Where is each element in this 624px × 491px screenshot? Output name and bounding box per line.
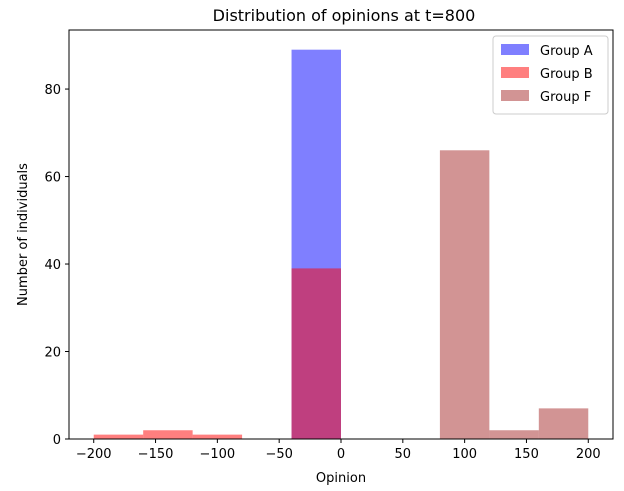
legend-swatch bbox=[501, 44, 529, 55]
x-axis-ticks: −200 −150 −100 −50 0 50 100 150 200 bbox=[76, 439, 601, 462]
chart-title: Distribution of opinions at t=800 bbox=[213, 6, 476, 25]
y-tick-label: 20 bbox=[44, 346, 61, 361]
x-tick-label: 50 bbox=[395, 447, 412, 462]
y-axis-ticks: 0 20 40 60 80 bbox=[44, 83, 69, 448]
x-tick-label: 0 bbox=[337, 447, 345, 462]
x-tick-label: −200 bbox=[76, 447, 112, 462]
x-tick-label: −150 bbox=[138, 447, 174, 462]
bar-group-b-0 bbox=[93, 434, 144, 439]
x-tick-label: 150 bbox=[514, 447, 539, 462]
legend-swatch bbox=[501, 90, 529, 101]
legend-label: Group F bbox=[540, 90, 591, 105]
y-tick-label: 40 bbox=[44, 258, 61, 273]
bar-group-f-2 bbox=[538, 408, 589, 439]
bar-group-b-1 bbox=[143, 430, 193, 439]
legend-swatch bbox=[501, 67, 529, 78]
bars-layer bbox=[93, 49, 589, 440]
y-tick-label: 80 bbox=[44, 83, 61, 98]
x-tick-label: 200 bbox=[576, 447, 601, 462]
legend-label: Group B bbox=[540, 67, 593, 82]
bar-group-f-1 bbox=[489, 430, 539, 439]
legend-label: Group A bbox=[540, 44, 593, 59]
bar-group-f-0 bbox=[439, 150, 490, 439]
legend: Group A Group B Group F bbox=[492, 35, 609, 115]
x-tick-label: −100 bbox=[200, 447, 236, 462]
y-tick-label: 60 bbox=[44, 171, 61, 186]
bar-group-b-2 bbox=[192, 434, 243, 439]
y-axis-label: Number of individuals bbox=[16, 163, 31, 306]
x-tick-label: 100 bbox=[452, 447, 477, 462]
x-tick-label: −50 bbox=[265, 447, 292, 462]
bar-group-b-3 bbox=[291, 268, 341, 439]
x-axis-label: Opinion bbox=[316, 471, 366, 486]
y-tick-label: 0 bbox=[53, 433, 61, 448]
